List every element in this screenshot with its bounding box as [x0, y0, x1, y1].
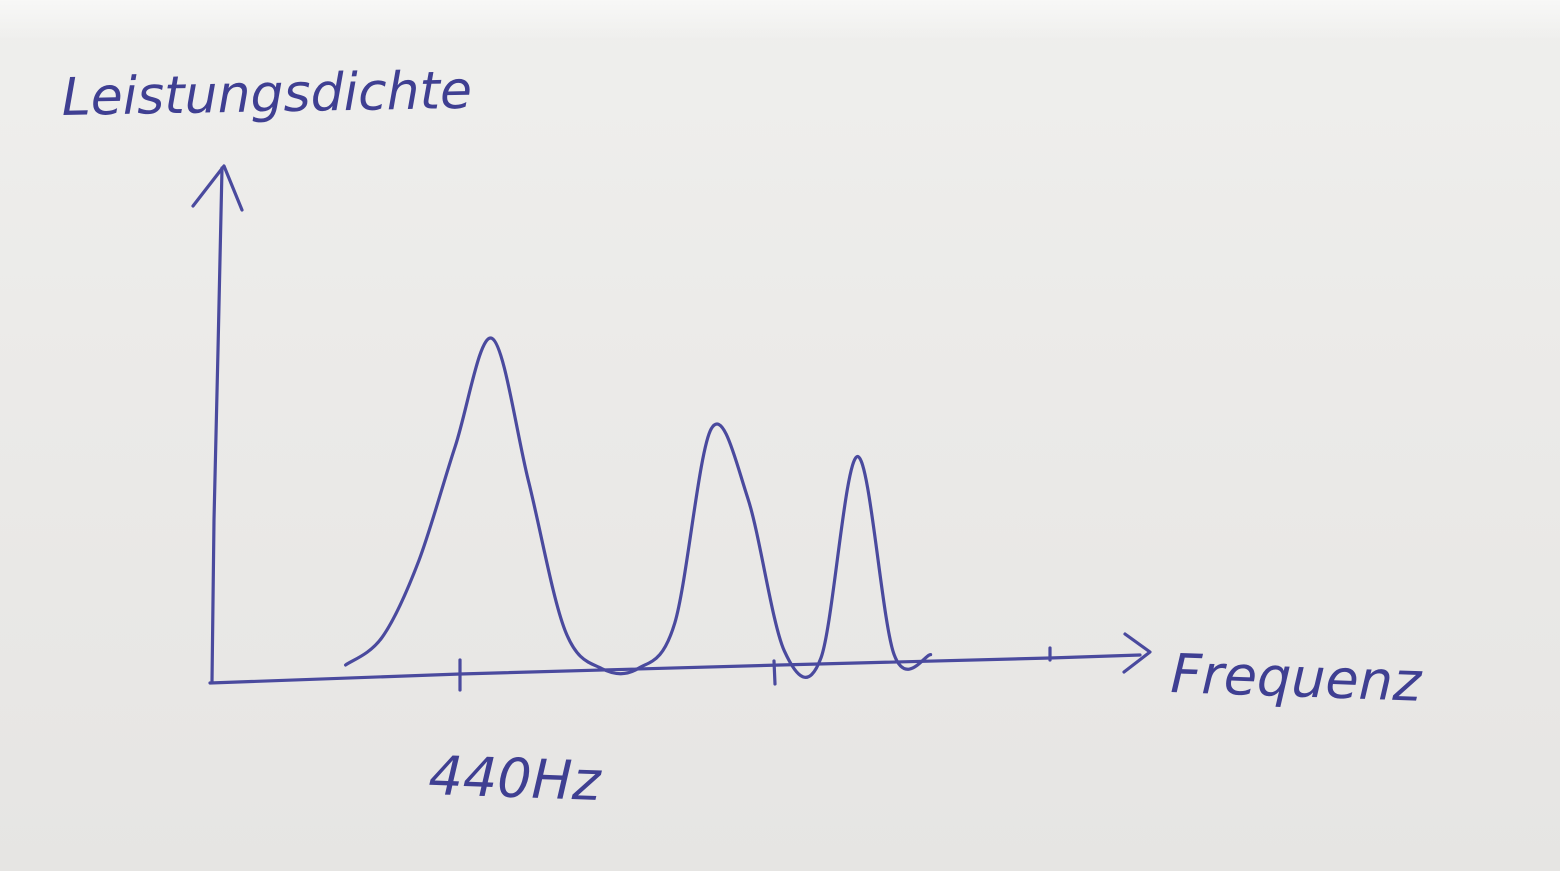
plot-area: [344, 336, 933, 679]
y-axis-label: Leistungsdichte: [61, 61, 472, 128]
x-axis-label: Frequenz: [1170, 642, 1424, 714]
x-tick-mark: [772, 659, 777, 686]
power-density-curve: [344, 336, 933, 679]
x-tick-label-440hz: 440Hz: [428, 744, 604, 813]
y-axis-line: [210, 166, 224, 684]
y-axis-arrowhead: [191, 164, 244, 212]
x-axis-line: [208, 653, 1142, 685]
x-axis-arrowhead: [1122, 632, 1152, 674]
paper-fold-shading: [0, 0, 1560, 40]
